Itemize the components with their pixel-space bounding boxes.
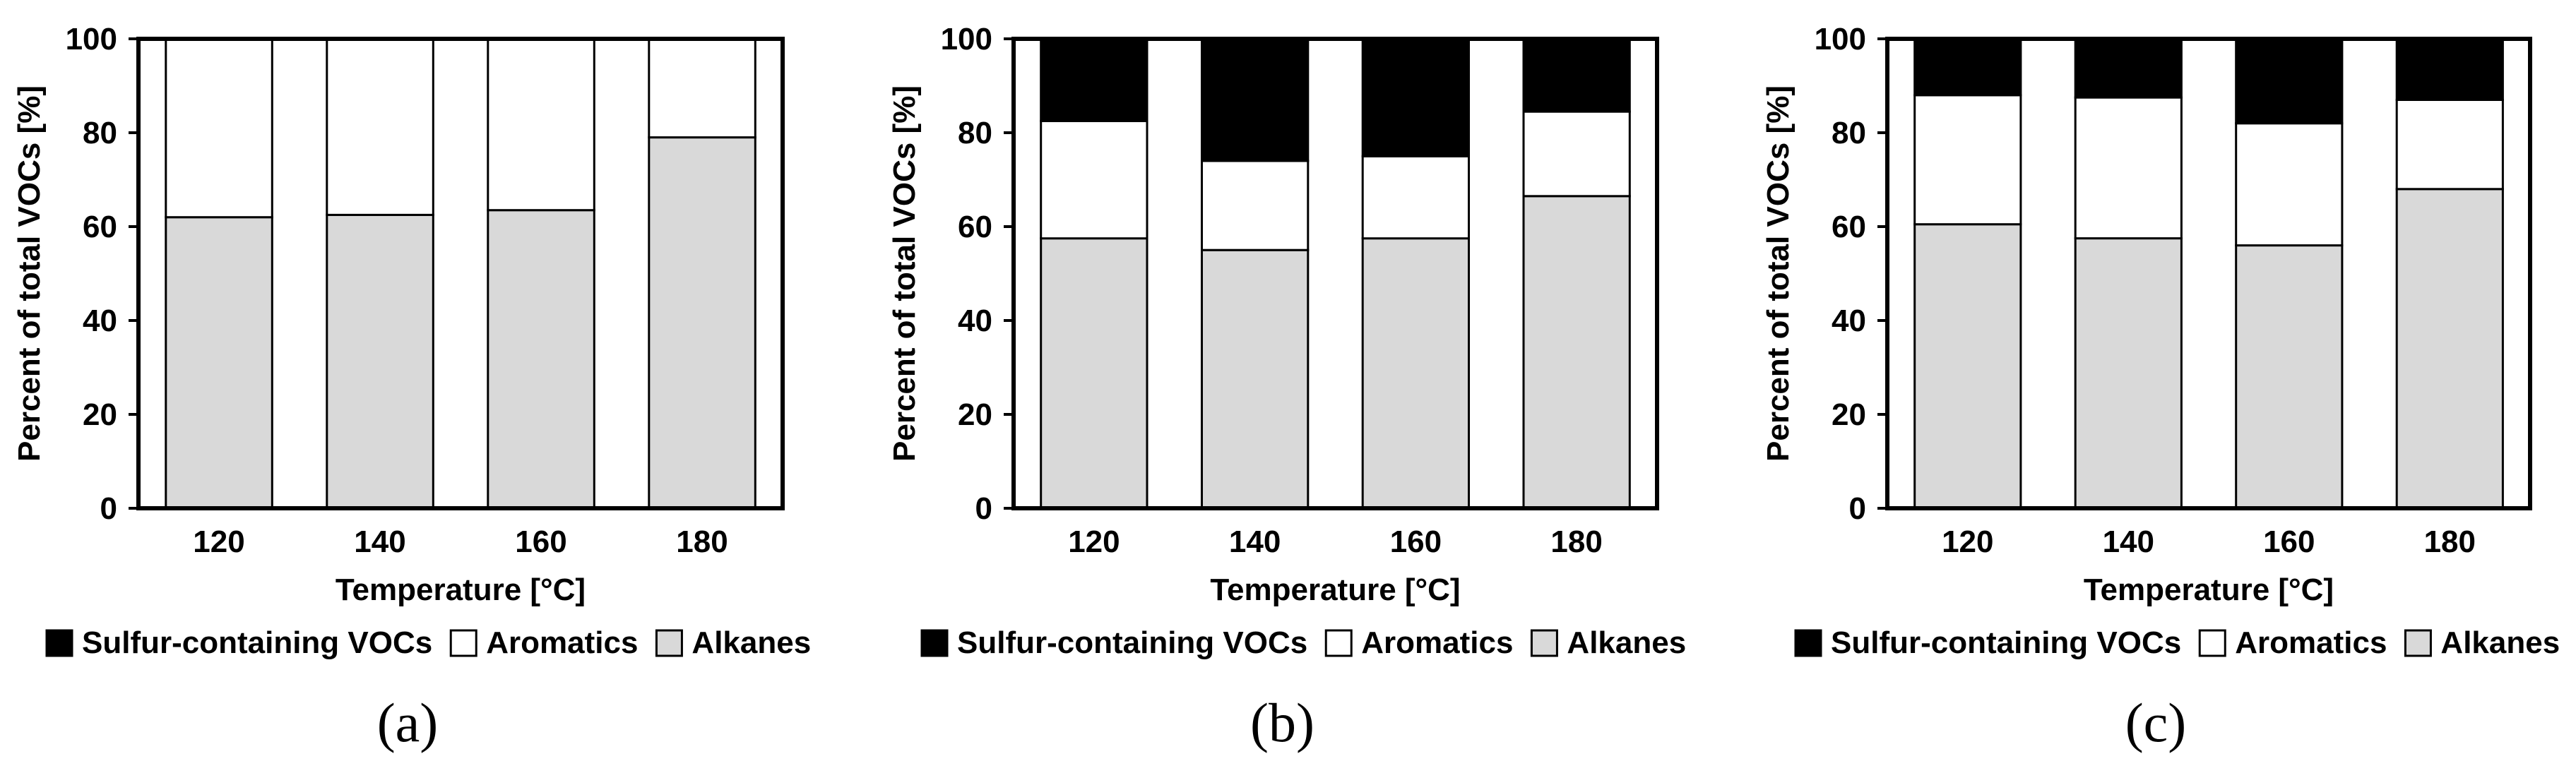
panel-3-x-tick-label: 140: [2103, 525, 2154, 559]
panel-1-bar-aromatics-180: [648, 37, 756, 139]
panel-1-legend-label: Sulfur-containing VOCs: [82, 625, 432, 660]
panel-1-panel-label: (a): [377, 692, 439, 753]
panel-2-legend-swatch-sulfur-containing-vocs: [920, 629, 949, 657]
panel-2-bar-alkanes-180: [1522, 195, 1631, 510]
panel-3-x-tick-label: 180: [2424, 525, 2476, 559]
panel-3-y-tick-label: 40: [1832, 304, 1866, 338]
panel-1-x-tick-label: 160: [515, 525, 566, 559]
panel-2-bar-alkanes-160: [1361, 237, 1470, 510]
panel-1-bar-aromatics-160: [487, 37, 595, 212]
panel-1-x-axis-title: Temperature [°C]: [336, 573, 586, 607]
panel-3-y-tick-label: 0: [1849, 491, 1866, 526]
panel-1-y-tick-label: 100: [66, 22, 117, 56]
panel-2-bar-sulfur-containing-vocs-160: [1361, 37, 1470, 157]
panel-1-x-tick-label: 180: [676, 525, 728, 559]
panel-3-bar-aromatics-180: [2395, 99, 2504, 191]
panel-1-bar-aromatics-140: [326, 37, 434, 216]
panel-3-panel-label: (c): [2125, 692, 2187, 753]
panel-2-plot-frame: [1011, 37, 1659, 510]
panel-3-bar-alkanes-140: [2074, 237, 2183, 510]
panel-1-y-tick-label: 80: [83, 116, 117, 150]
panel-3-y-tick-label: 20: [1832, 397, 1866, 432]
panel-3-legend-label: Sulfur-containing VOCs: [1831, 625, 2181, 660]
panel-1-y-tick-label: 60: [83, 210, 117, 244]
panel-3-legend-label: Alkanes: [2440, 625, 2560, 660]
panel-3-x-tick-label: 160: [2263, 525, 2315, 559]
panel-1-y-tick-label: 20: [83, 397, 117, 432]
panel-2-bar-sulfur-containing-vocs-140: [1201, 37, 1310, 162]
panel-1-bar-alkanes-160: [487, 209, 595, 510]
panel-3-plot-frame: [1885, 37, 2532, 510]
panel-2-y-tick-label: 60: [958, 210, 992, 244]
panel-1-legend-swatch-alkanes: [655, 629, 683, 657]
panel-2-x-tick-label: 140: [1229, 525, 1281, 559]
panel-1-plot-frame: [136, 37, 785, 510]
panel-2-bar-alkanes-140: [1201, 248, 1310, 510]
panel-3-legend-swatch-alkanes: [2404, 629, 2432, 657]
panel-2-bar-aromatics-120: [1040, 119, 1148, 240]
panel-1-bar-aromatics-120: [165, 37, 273, 219]
panel-2-x-axis-title: Temperature [°C]: [1210, 573, 1460, 607]
panel-1-bar-alkanes-140: [326, 213, 434, 510]
panel-1-legend-swatch-aromatics: [449, 629, 477, 657]
panel-3-y-tick-label: 80: [1832, 116, 1866, 150]
panel-2-legend-swatch-aromatics: [1324, 629, 1353, 657]
panel-3-bar-alkanes-120: [1913, 223, 2022, 510]
panel-1-bar-alkanes-180: [648, 136, 756, 510]
panel-1-y-tick-label: 0: [100, 491, 117, 526]
panel-3-bar-aromatics-160: [2235, 122, 2344, 247]
panel-2-legend-label: Alkanes: [1567, 625, 1686, 660]
panel-2-x-tick-label: 180: [1550, 525, 1602, 559]
panel-2-bar-aromatics-140: [1201, 160, 1310, 251]
panel-2-y-tick-label: 100: [941, 22, 992, 56]
panel-2-y-tick-label: 0: [975, 491, 992, 526]
panel-2-bar-sulfur-containing-vocs-120: [1040, 37, 1148, 122]
panel-3-y-tick-label: 60: [1832, 210, 1866, 244]
panel-1-legend-label: Alkanes: [692, 625, 811, 660]
panel-2-bar-sulfur-containing-vocs-180: [1522, 37, 1631, 113]
panel-2-y-tick-label: 40: [958, 304, 992, 338]
panel-2-x-tick-label: 120: [1068, 525, 1120, 559]
panel-2-legend-swatch-alkanes: [1530, 629, 1558, 657]
panel-2-bar-aromatics-180: [1522, 110, 1631, 198]
panel-2-bar-aromatics-160: [1361, 155, 1470, 240]
panel-1-y-axis-title: Percent of total VOCs [%]: [12, 85, 47, 462]
panel-3-bar-alkanes-180: [2395, 188, 2504, 510]
panel-3-legend-swatch-sulfur-containing-vocs: [1794, 629, 1822, 657]
panel-3-legend-label: Aromatics: [2235, 625, 2387, 660]
panel-1-bar-alkanes-120: [165, 216, 273, 510]
panel-2-legend-label: Sulfur-containing VOCs: [957, 625, 1307, 660]
panel-2-legend-label: Aromatics: [1361, 625, 1513, 660]
panel-2-x-tick-label: 160: [1390, 525, 1442, 559]
panel-2-panel-label: (b): [1250, 692, 1314, 753]
panel-2-y-axis-title: Percent of total VOCs [%]: [887, 85, 922, 462]
panel-1-x-tick-label: 140: [354, 525, 405, 559]
panel-3-bar-sulfur-containing-vocs-120: [1913, 37, 2022, 97]
panel-3-bar-alkanes-160: [2235, 244, 2344, 510]
panel-3-x-axis-title: Temperature [°C]: [2084, 573, 2334, 607]
panel-1-y-tick-label: 40: [83, 304, 117, 338]
panel-3-bar-sulfur-containing-vocs-180: [2395, 37, 2504, 101]
panel-3-y-tick-label: 100: [1815, 22, 1866, 56]
panel-1-legend-label: Aromatics: [486, 625, 638, 660]
panel-1-legend-swatch-sulfur-containing-vocs: [45, 629, 73, 657]
panel-3-y-axis-title: Percent of total VOCs [%]: [1761, 85, 1796, 462]
panel-3-bar-aromatics-120: [1913, 94, 2022, 226]
panel-1-x-tick-label: 120: [193, 525, 244, 559]
panel-2-bar-alkanes-120: [1040, 237, 1148, 510]
panel-3-bar-sulfur-containing-vocs-140: [2074, 37, 2183, 99]
panel-3-bar-sulfur-containing-vocs-160: [2235, 37, 2344, 125]
panel-3-bar-aromatics-140: [2074, 96, 2183, 240]
panel-3-x-tick-label: 120: [1942, 525, 1993, 559]
panel-3-legend-swatch-aromatics: [2198, 629, 2226, 657]
panel-2-y-tick-label: 20: [958, 397, 992, 432]
panel-2-y-tick-label: 80: [958, 116, 992, 150]
